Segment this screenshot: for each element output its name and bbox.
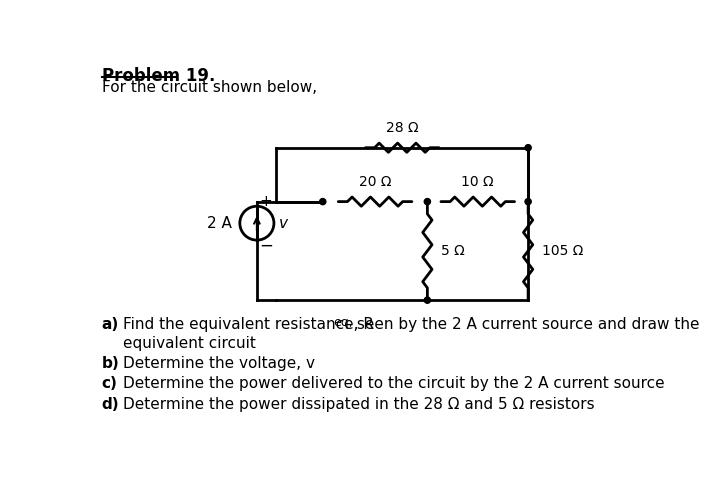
Text: Determine the voltage, v: Determine the voltage, v <box>123 355 315 371</box>
Text: Find the equivalent resistance, R: Find the equivalent resistance, R <box>123 317 374 332</box>
Circle shape <box>525 199 531 205</box>
Text: 28 Ω: 28 Ω <box>386 121 419 136</box>
Circle shape <box>425 297 430 303</box>
Circle shape <box>425 199 430 205</box>
Text: b): b) <box>102 355 120 371</box>
Text: 5 Ω: 5 Ω <box>441 244 465 258</box>
Text: equivalent circuit: equivalent circuit <box>123 336 256 352</box>
Text: 2 A: 2 A <box>207 215 232 231</box>
Text: v: v <box>279 215 287 231</box>
Text: −: − <box>259 237 273 254</box>
Text: eq,: eq, <box>334 316 353 328</box>
Text: For the circuit shown below,: For the circuit shown below, <box>102 80 317 95</box>
Text: Problem 19.: Problem 19. <box>102 67 215 85</box>
Text: 20 Ω: 20 Ω <box>359 176 391 189</box>
Text: +: + <box>260 194 272 209</box>
Text: Determine the power dissipated in the 28 Ω and 5 Ω resistors: Determine the power dissipated in the 28… <box>123 397 594 412</box>
Circle shape <box>525 144 531 151</box>
Text: d): d) <box>102 397 120 412</box>
Text: seen by the 2 A current source and draw the: seen by the 2 A current source and draw … <box>352 317 700 332</box>
Text: 10 Ω: 10 Ω <box>461 176 494 189</box>
Text: Determine the power delivered to the circuit by the 2 A current source: Determine the power delivered to the cir… <box>123 376 664 391</box>
Circle shape <box>320 199 326 205</box>
Text: 105 Ω: 105 Ω <box>542 244 583 258</box>
Text: a): a) <box>102 317 119 332</box>
Text: c): c) <box>102 376 118 391</box>
